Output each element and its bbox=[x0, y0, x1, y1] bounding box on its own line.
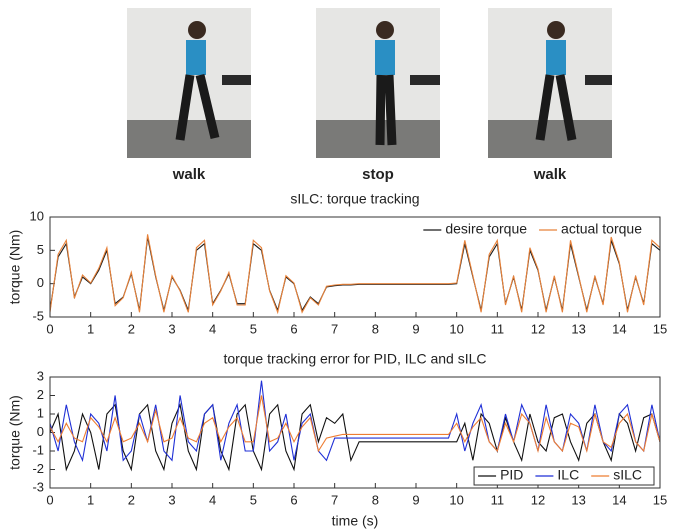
x-tick-label: 13 bbox=[571, 321, 585, 336]
y-tick-label: 0 bbox=[37, 275, 44, 290]
x-tick-label: 5 bbox=[250, 321, 257, 336]
legend-label: ILC bbox=[557, 467, 579, 483]
x-tick-label: 9 bbox=[412, 492, 419, 507]
x-tick-label: 3 bbox=[168, 492, 175, 507]
chart-title: torque tracking error for PID, ILC and s… bbox=[224, 351, 487, 367]
x-tick-label: 4 bbox=[209, 492, 216, 507]
x-tick-label: 5 bbox=[250, 492, 257, 507]
x-tick-label: 8 bbox=[372, 321, 379, 336]
y-tick-label: -2 bbox=[32, 461, 44, 476]
x-tick-label: 7 bbox=[331, 492, 338, 507]
x-tick-label: 2 bbox=[128, 321, 135, 336]
x-tick-label: 4 bbox=[209, 321, 216, 336]
x-tick-label: 10 bbox=[449, 321, 463, 336]
x-tick-label: 14 bbox=[612, 321, 626, 336]
photo bbox=[316, 8, 440, 158]
x-tick-label: 11 bbox=[491, 492, 505, 507]
y-tick-label: -5 bbox=[32, 308, 44, 323]
x-tick-label: 12 bbox=[531, 492, 545, 507]
x-tick-label: 1 bbox=[87, 321, 94, 336]
x-tick-label: 11 bbox=[491, 321, 505, 336]
x-tick-label: 6 bbox=[290, 321, 297, 336]
x-tick-label: 2 bbox=[128, 492, 135, 507]
y-axis-label: torque (Nm) bbox=[7, 395, 23, 470]
x-tick-label: 10 bbox=[449, 492, 463, 507]
legend-label: actual torque bbox=[561, 221, 642, 237]
chart-title: sILC: torque tracking bbox=[290, 191, 419, 207]
y-tick-label: 1 bbox=[37, 405, 44, 420]
figure: walk stop walk sILC: torque tracking torq… bbox=[0, 0, 673, 532]
x-tick-label: 8 bbox=[372, 492, 379, 507]
x-tick-label: 0 bbox=[46, 321, 53, 336]
x-tick-label: 15 bbox=[653, 321, 667, 336]
y-tick-label: 0 bbox=[37, 424, 44, 439]
legend-label: sILC bbox=[613, 467, 642, 483]
legend-label: desire torque bbox=[445, 221, 527, 237]
x-tick-label: 3 bbox=[168, 321, 175, 336]
x-tick-label: 1 bbox=[87, 492, 94, 507]
y-tick-label: -1 bbox=[32, 442, 44, 457]
x-tick-label: 12 bbox=[531, 321, 545, 336]
x-tick-label: 0 bbox=[46, 492, 53, 507]
y-tick-label: 3 bbox=[37, 368, 44, 383]
data-line bbox=[50, 381, 660, 461]
y-axis-label: torque (Nm) bbox=[7, 230, 23, 305]
x-tick-label: 7 bbox=[331, 321, 338, 336]
legend-label: PID bbox=[500, 467, 523, 483]
photo bbox=[127, 8, 251, 158]
x-tick-label: 9 bbox=[412, 321, 419, 336]
y-tick-label: 10 bbox=[30, 208, 44, 223]
y-tick-label: 5 bbox=[37, 242, 44, 257]
photo-caption: stop bbox=[362, 166, 394, 183]
x-tick-label: 14 bbox=[612, 492, 626, 507]
data-line bbox=[50, 237, 660, 310]
y-tick-label: -3 bbox=[32, 479, 44, 494]
photo-caption: walk bbox=[533, 166, 567, 183]
x-tick-label: 15 bbox=[653, 492, 667, 507]
data-line bbox=[50, 405, 660, 470]
x-axis-label: time (s) bbox=[332, 513, 379, 529]
x-tick-label: 6 bbox=[290, 492, 297, 507]
data-line bbox=[50, 234, 660, 312]
x-tick-label: 13 bbox=[571, 492, 585, 507]
y-tick-label: 2 bbox=[37, 387, 44, 402]
photo-caption: walk bbox=[172, 166, 206, 183]
photo bbox=[488, 8, 612, 158]
